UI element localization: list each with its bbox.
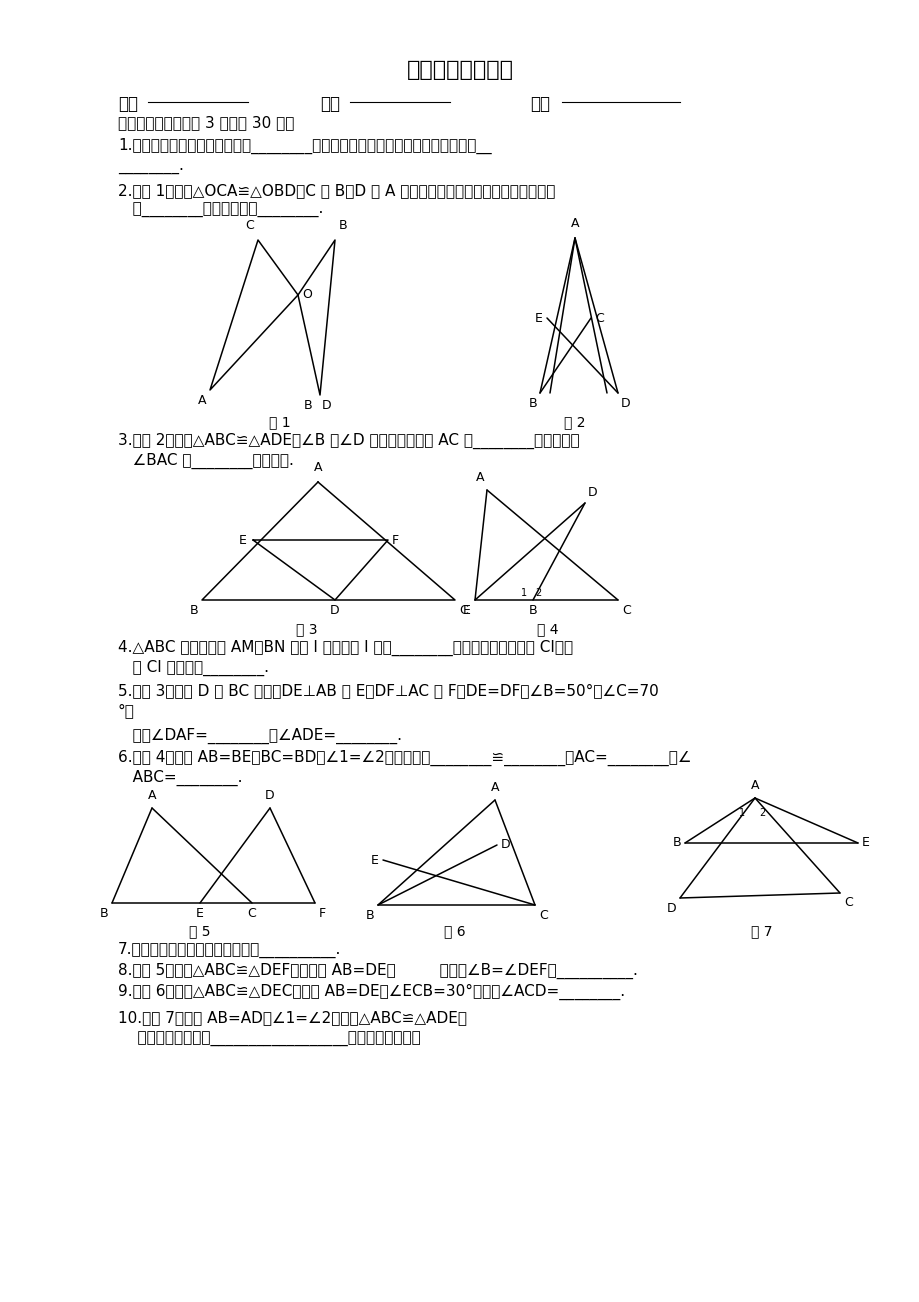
Text: B: B <box>365 909 374 922</box>
Text: 姓名: 姓名 <box>320 95 340 113</box>
Text: D: D <box>620 397 630 410</box>
Text: A: A <box>148 789 156 802</box>
Text: D: D <box>322 398 331 411</box>
Text: 全等三角形测试题: 全等三角形测试题 <box>406 60 513 79</box>
Text: C: C <box>539 909 547 922</box>
Text: D: D <box>501 838 510 852</box>
Text: A: A <box>570 217 579 230</box>
Text: 10.如图 7，已知 AB=AD，∠1=∠2，要使△ABC≌△ADE，: 10.如图 7，已知 AB=AD，∠1=∠2，要使△ABC≌△ADE， <box>118 1010 467 1025</box>
Text: 班级: 班级 <box>118 95 138 113</box>
Text: B: B <box>99 907 108 921</box>
Text: 图 4: 图 4 <box>537 622 558 635</box>
Text: E: E <box>535 311 542 324</box>
Text: 3.如图 2，已知△ABC≌△ADE，∠B 与∠D 是对应角，那么 AC 与________是对应边，: 3.如图 2，已知△ABC≌△ADE，∠B 与∠D 是对应角，那么 AC 与__… <box>118 434 579 449</box>
Text: 2.如图 1，已知△OCA≌△OBD，C 和 B、D 和 A 是对应顶点，这两个三角形中相等的角: 2.如图 1，已知△OCA≌△OBD，C 和 B、D 和 A 是对应顶点，这两个… <box>118 184 555 198</box>
Text: B: B <box>189 604 198 617</box>
Text: 还需添加的条件是__________________。（只需填一个）: 还需添加的条件是__________________。（只需填一个） <box>118 1032 420 1047</box>
Text: C: C <box>245 219 254 232</box>
Text: 么 CI 一定平分________.: 么 CI 一定平分________. <box>118 660 268 676</box>
Text: B: B <box>338 219 347 232</box>
Text: 7.到一个角两边距离相等的点，在__________.: 7.到一个角两边距离相等的点，在__________. <box>118 943 341 958</box>
Text: 1: 1 <box>738 809 744 818</box>
Text: 图 1: 图 1 <box>269 415 290 428</box>
Text: D: D <box>330 604 339 617</box>
Text: 5.如图 3，已知 D 在 BC 边上，DE⊥AB 于 E，DF⊥AC 于 F，DE=DF，∠B=50°，∠C=70: 5.如图 3，已知 D 在 BC 边上，DE⊥AB 于 E，DF⊥AC 于 F，… <box>118 684 658 698</box>
Text: 是________，相等的边是________.: 是________，相等的边是________. <box>118 203 323 217</box>
Text: E: E <box>462 604 471 617</box>
Text: A: A <box>490 781 499 794</box>
Text: 2: 2 <box>758 809 765 818</box>
Text: 图 6: 图 6 <box>444 924 465 937</box>
Text: 9.如图 6，已知△ABC≌△DEC，其中 AB=DE，∠ECB=30°，那么∠ACD=________.: 9.如图 6，已知△ABC≌△DEC，其中 AB=DE，∠ECB=30°，那么∠… <box>118 984 624 1000</box>
Text: A: A <box>313 461 322 474</box>
Text: 图 3: 图 3 <box>296 622 317 635</box>
Text: 图 7: 图 7 <box>751 924 772 937</box>
Text: B: B <box>528 397 537 410</box>
Text: F: F <box>391 534 399 547</box>
Text: 那么∠DAF=________，∠ADE=________.: 那么∠DAF=________，∠ADE=________. <box>118 728 402 745</box>
Text: E: E <box>196 907 204 921</box>
Text: 6.如图 4，已知 AB=BE，BC=BD，∠1=∠2，那么图中________≌________，AC=________，∠: 6.如图 4，已知 AB=BE，BC=BD，∠1=∠2，那么图中________… <box>118 750 691 766</box>
Text: 1: 1 <box>520 589 527 598</box>
Text: A: A <box>475 471 483 484</box>
Text: F: F <box>319 907 325 921</box>
Text: C: C <box>595 311 603 324</box>
Text: B: B <box>528 604 537 617</box>
Text: E: E <box>370 854 379 867</box>
Text: 2: 2 <box>535 589 540 598</box>
Text: C: C <box>843 896 852 909</box>
Text: ________.: ________. <box>118 160 184 174</box>
Text: B: B <box>672 836 680 849</box>
Text: 1.判定一般三角形全等的方法有________等四种，判定直角三角形全等的方法还有__: 1.判定一般三角形全等的方法有________等四种，判定直角三角形全等的方法还… <box>118 138 491 154</box>
Text: D: D <box>587 486 597 499</box>
Text: C: C <box>621 604 630 617</box>
Text: ∠BAC 与________是对应角.: ∠BAC 与________是对应角. <box>118 453 293 469</box>
Text: 总分: 总分 <box>529 95 550 113</box>
Text: 图 2: 图 2 <box>563 415 585 428</box>
Text: O: O <box>301 289 312 302</box>
Text: 图 5: 图 5 <box>189 924 210 937</box>
Text: ABC=________.: ABC=________. <box>118 769 243 786</box>
Text: B: B <box>303 398 312 411</box>
Text: D: D <box>665 902 675 915</box>
Text: C: C <box>247 907 256 921</box>
Text: E: E <box>239 534 246 547</box>
Text: E: E <box>861 836 869 849</box>
Text: A: A <box>750 779 758 792</box>
Text: 一、填空题：（每题 3 分，共 30 分）: 一、填空题：（每题 3 分，共 30 分） <box>118 115 294 130</box>
Text: A: A <box>198 395 206 408</box>
Text: 4.△ABC 的角平分线 AM、BN 交于 I 点，那么 I 点到________边的距离相等，连结 CI，那: 4.△ABC 的角平分线 AM、BN 交于 I 点，那么 I 点到_______… <box>118 641 573 656</box>
Text: C: C <box>459 604 467 617</box>
Text: 8.如图 5，已知△ABC≌△DEF，对应边 AB=DE，         对应角∠B=∠DEF，__________.: 8.如图 5，已知△ABC≌△DEF，对应边 AB=DE， 对应角∠B=∠DEF… <box>118 963 637 979</box>
Text: °，: °， <box>118 703 135 717</box>
Text: D: D <box>265 789 275 802</box>
